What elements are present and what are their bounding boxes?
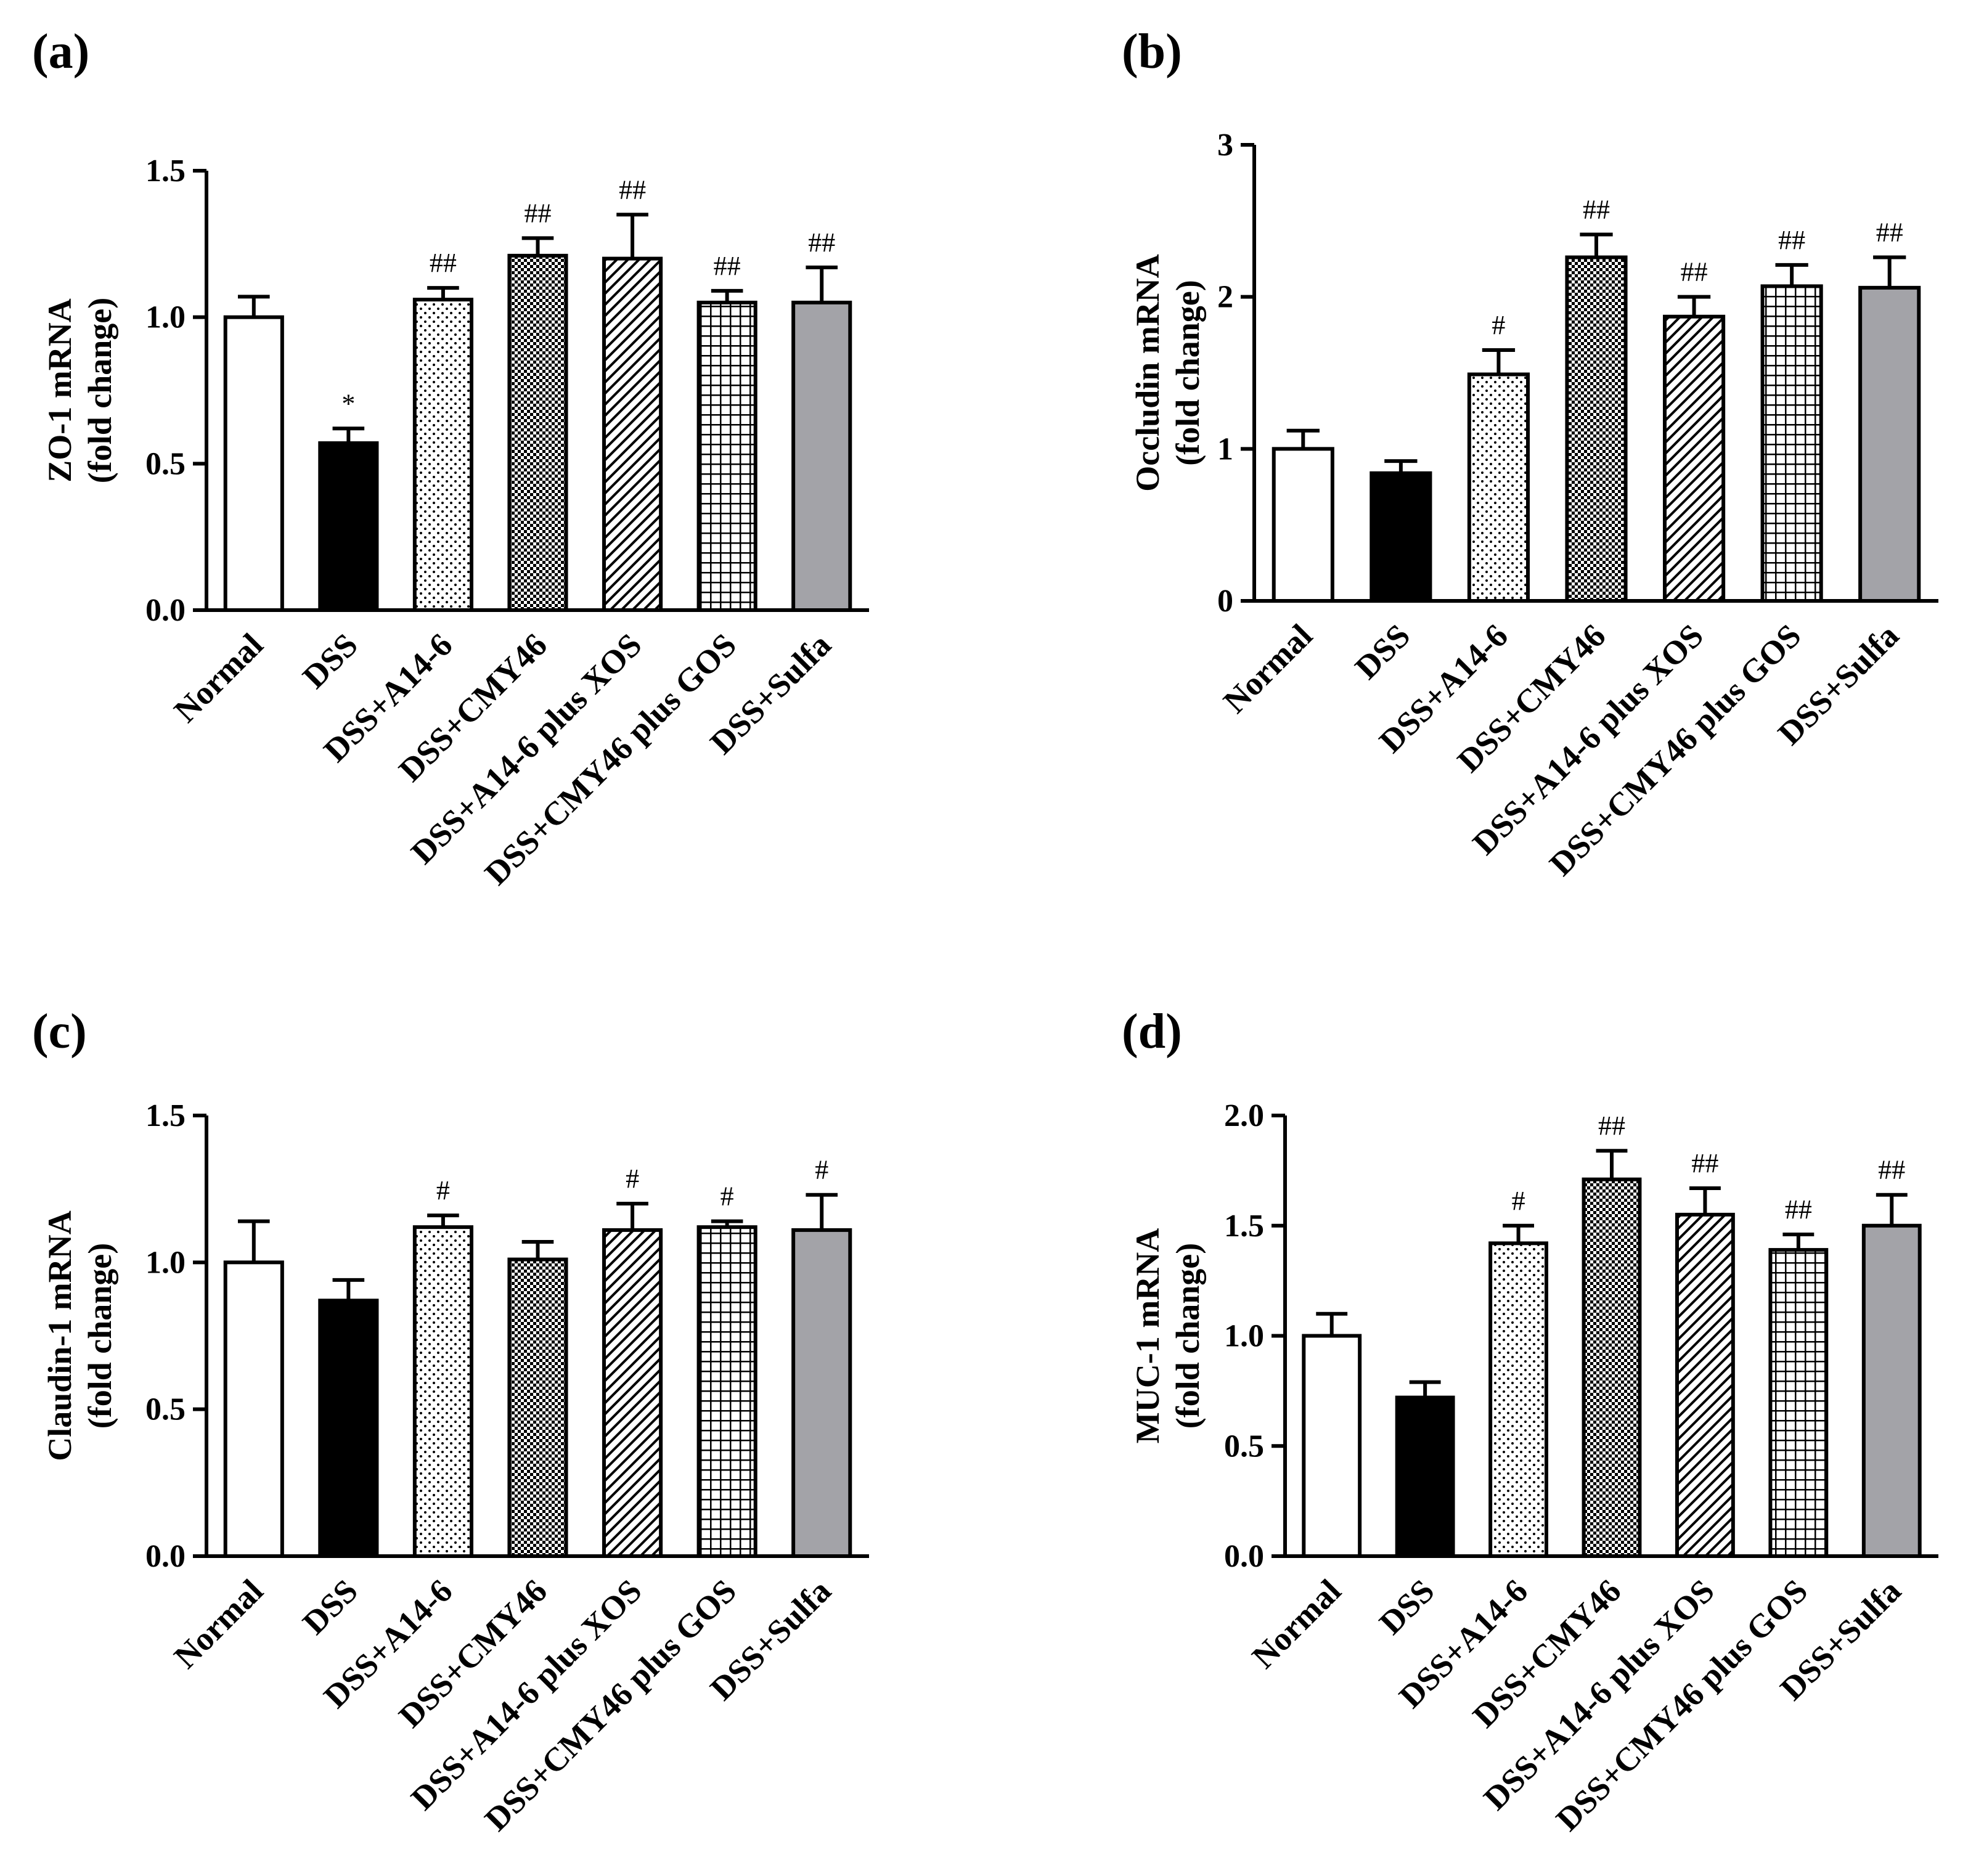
bar-dss-a14-6 (1467, 372, 1530, 603)
y-tick-label: 1.5 (145, 1098, 186, 1133)
bar-dss-sulfa (1858, 285, 1921, 603)
y-tick-label: 1.0 (1224, 1319, 1264, 1354)
bar-dss-cmy46-plus-gos (696, 1225, 757, 1558)
bar-normal (1302, 1334, 1362, 1558)
significance-label: ## (1691, 1148, 1718, 1178)
panel-label: (a) (32, 25, 89, 79)
significance-label: # (1492, 310, 1505, 340)
bar-dss-cmy46 (1582, 1177, 1642, 1559)
category-label: Normal (167, 626, 271, 730)
bar-dss-sulfa (1861, 1223, 1922, 1558)
y-tick-label: 3 (1217, 128, 1233, 163)
bar-normal (223, 315, 284, 613)
chart-panel-2: (c) 0.0 0.5 1.0 1.5 Claudin-1 mRNA (fold chang… (32, 1005, 869, 1838)
significance-label: ## (1778, 225, 1805, 255)
bar-dss-a14-6-plus-xos (602, 1228, 663, 1558)
significance-label: * (341, 388, 355, 418)
significance-label: ## (1681, 257, 1708, 287)
y-tick-label: 0.0 (145, 1539, 186, 1574)
category-label: Normal (167, 1572, 271, 1676)
bar-dss (1395, 1395, 1455, 1559)
y-tick-label: 1.0 (145, 1245, 186, 1280)
significance-label: # (436, 1175, 450, 1205)
bar-dss (318, 441, 379, 612)
y-tick-label: 1.0 (145, 300, 186, 335)
y-axis-label-units: (fold change) (1169, 1243, 1206, 1429)
panel-label: (c) (32, 1005, 87, 1059)
bar-dss (318, 1299, 379, 1559)
y-axis-label: MUC-1 mRNA (1129, 1228, 1166, 1443)
chart-panel-3: (d) 0.0 0.5 1.0 1.5 2.0 MUC-1 mRNA (fold change… (1122, 1005, 1938, 1838)
category-label: DSS (1372, 1572, 1441, 1641)
y-tick-label: 0.0 (1224, 1539, 1264, 1574)
panel-label: (d) (1122, 1005, 1182, 1059)
significance-label: ## (1876, 218, 1903, 248)
bar-normal (223, 1260, 284, 1558)
bar-dss-cmy46-plus-gos (1760, 284, 1823, 603)
bar-dss-cmy46-plus-gos (696, 300, 757, 612)
y-axis-label: Occludin mRNA (1129, 254, 1166, 492)
y-axis-label: Claudin-1 mRNA (41, 1210, 78, 1461)
significance-label: ## (1598, 1111, 1625, 1141)
bar-dss-cmy46 (507, 1257, 568, 1558)
significance-label: ## (525, 198, 552, 228)
chart-panel-1: (b) 0 1 2 3 Occludin mRNA (fold change) Normal D… (1122, 25, 1938, 883)
significance-label: # (815, 1155, 828, 1185)
significance-label: ## (430, 248, 457, 278)
y-tick-label: 0.5 (145, 1392, 186, 1427)
bar-normal (1272, 447, 1334, 603)
panel-label: (b) (1122, 25, 1182, 79)
significance-label: # (626, 1164, 639, 1194)
y-axis-label: ZO-1 mRNA (41, 298, 78, 482)
y-tick-label: 1.5 (1224, 1209, 1264, 1244)
significance-label: ## (1878, 1155, 1905, 1185)
bar-dss-a14-6-plus-xos (602, 256, 663, 613)
bar-dss-cmy46 (1565, 255, 1628, 603)
category-label: DSS (295, 626, 364, 695)
significance-label: ## (1785, 1194, 1812, 1225)
y-tick-label: 1.5 (145, 153, 186, 189)
bar-dss-a14-6 (412, 298, 473, 612)
y-tick-label: 2 (1217, 280, 1233, 315)
bar-dss-a14-6 (412, 1225, 473, 1558)
category-label: DSS (1348, 617, 1417, 686)
significance-label: # (721, 1181, 734, 1212)
significance-label: # (1512, 1186, 1525, 1216)
bar-dss-cmy46 (507, 253, 568, 612)
bar-dss-a14-6 (1488, 1241, 1548, 1558)
y-axis-label-units: (fold change) (81, 1243, 118, 1429)
category-label: DSS (295, 1572, 364, 1641)
significance-label: ## (619, 174, 646, 205)
chart-panel-0: (a) 0.0 0.5 1.0 1.5 ZO-1 mRNA (fold change) Nor… (32, 25, 869, 892)
bar-dss-sulfa (791, 300, 852, 612)
y-tick-label: 0.5 (145, 446, 186, 481)
y-tick-label: 2.0 (1224, 1098, 1264, 1133)
significance-label: ## (1583, 195, 1610, 225)
y-tick-label: 1 (1217, 431, 1233, 467)
bar-dss-a14-6-plus-xos (1675, 1212, 1735, 1558)
category-label: Normal (1245, 1572, 1349, 1676)
significance-label: ## (808, 227, 835, 258)
y-tick-label: 0.5 (1224, 1429, 1264, 1464)
y-axis-label-units: (fold change) (81, 298, 118, 483)
y-axis-label-units: (fold change) (1169, 280, 1206, 465)
bar-dss-cmy46-plus-gos (1768, 1248, 1829, 1558)
significance-label: ## (714, 251, 741, 281)
y-tick-label: 0.0 (145, 593, 186, 628)
bar-dss (1370, 471, 1432, 603)
bar-dss-a14-6-plus-xos (1663, 314, 1726, 603)
y-tick-label: 0 (1217, 584, 1233, 619)
bar-dss-sulfa (791, 1228, 852, 1558)
category-label: Normal (1216, 617, 1320, 720)
